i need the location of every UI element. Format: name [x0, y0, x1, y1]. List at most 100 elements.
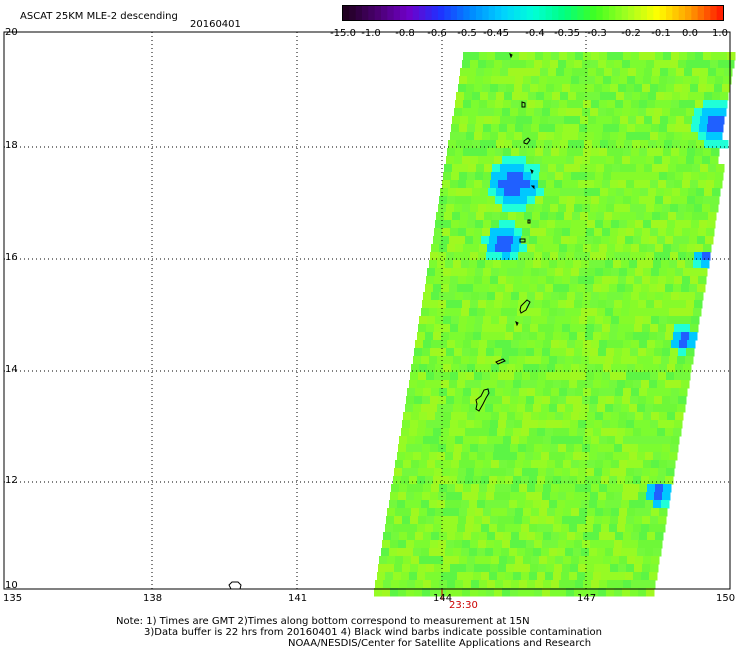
swath-cell [598, 300, 607, 309]
swath-cell [675, 364, 684, 373]
swath-cell [643, 220, 652, 229]
swath-cell [639, 292, 648, 301]
swath-cell [694, 60, 703, 69]
swath-cell [632, 188, 641, 197]
swath-cell [479, 148, 488, 157]
swath-cell [459, 124, 468, 133]
swath-cell [560, 188, 569, 197]
swath-cell [590, 348, 599, 357]
swath-cell [654, 108, 663, 117]
colorbar-segment [596, 6, 604, 20]
swath-cell [439, 196, 448, 205]
swath-cell [390, 540, 399, 549]
swath-cell [626, 516, 635, 525]
swath-cell [659, 220, 668, 229]
swath-cell [481, 524, 490, 533]
swath-cell [578, 132, 587, 141]
swath-cell [461, 404, 470, 413]
swath-cell [662, 156, 671, 165]
swath-cell [575, 244, 584, 253]
swath-cell [720, 92, 729, 101]
colorbar-tick-label: 0.0 [682, 28, 698, 39]
swath-cell [430, 252, 439, 261]
swath-cell [646, 156, 655, 165]
swath-cell [543, 580, 552, 589]
swath-cell [493, 500, 502, 509]
swath-cell [537, 476, 546, 485]
swath-cell [698, 180, 707, 189]
swath-cell [470, 396, 479, 405]
swath-cell [545, 332, 554, 341]
swath-cell [634, 372, 643, 381]
swath-cell [577, 284, 586, 293]
swath-cell [455, 148, 464, 157]
swath-cell [573, 260, 582, 269]
swath-cell [481, 332, 490, 341]
swath-cell [418, 372, 427, 381]
swath-cell [655, 100, 664, 109]
swath-cell [647, 52, 656, 61]
swath-cell [515, 556, 524, 565]
swath-cell [695, 292, 704, 301]
swath-cell [405, 404, 414, 413]
swath-cell [569, 428, 578, 437]
swath-cell [695, 244, 704, 253]
swath-cell [462, 444, 471, 453]
swath-cell [647, 292, 656, 301]
swath-cell [519, 100, 528, 109]
swath-cell [588, 212, 597, 221]
swath-cell [594, 228, 603, 237]
swath-cell [445, 308, 454, 317]
swath-cell [583, 52, 592, 61]
swath-cell [414, 540, 423, 549]
swath-cell [556, 68, 565, 77]
swath-cell [467, 268, 476, 277]
swath-cell [599, 196, 608, 205]
swath-cell [632, 92, 641, 101]
swath-cell [559, 292, 568, 301]
swath-cell [589, 404, 598, 413]
swath-cell [611, 124, 620, 133]
swath-cell [667, 460, 676, 469]
swath-cell [479, 532, 488, 541]
swath-cell [417, 476, 426, 485]
swath-cell [425, 284, 434, 293]
swath-cell [563, 76, 572, 85]
swath-cell [557, 452, 566, 461]
swath-cell [586, 516, 595, 525]
swath-cell [662, 252, 671, 261]
swath-cell [485, 452, 494, 461]
swath-cell [529, 428, 538, 437]
swath-cell [629, 548, 638, 557]
swath-cell [600, 140, 609, 149]
swath-cell [563, 508, 572, 517]
swath-cell [523, 316, 532, 325]
swath-cell [463, 148, 472, 157]
swath-cell [547, 76, 556, 85]
swath-cell [474, 372, 483, 381]
swath-cell [558, 252, 567, 261]
swath-cell [690, 324, 699, 333]
swath-cell [426, 468, 435, 477]
swath-cell [502, 60, 511, 69]
swath-cell [543, 532, 552, 541]
swath-cell [527, 580, 536, 589]
swath-cell [614, 444, 623, 453]
swath-cell [450, 324, 459, 333]
swath-cell [445, 500, 454, 509]
swath-cell [685, 260, 694, 269]
swath-cell [561, 524, 570, 533]
swath-cell [521, 380, 530, 389]
swath-cell [533, 500, 542, 509]
swath-cell [630, 300, 639, 309]
swath-cell [459, 556, 468, 565]
swath-cell [702, 204, 711, 213]
swath-cell [603, 364, 612, 373]
swath-cell [527, 292, 536, 301]
swath-cell [598, 60, 607, 69]
colorbar-segment [412, 6, 420, 20]
swath-cell [502, 156, 511, 165]
swath-cell [498, 228, 507, 237]
swath-cell [401, 428, 410, 437]
swath-cell [609, 476, 618, 485]
